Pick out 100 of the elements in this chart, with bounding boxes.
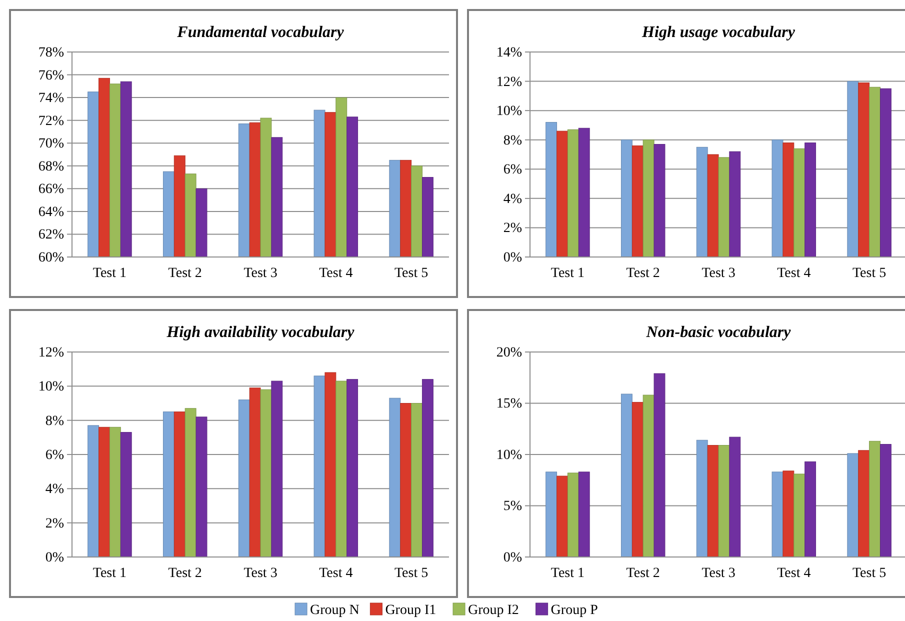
bar <box>620 394 632 558</box>
bar <box>88 425 100 558</box>
y-tick-label: 20% <box>496 345 522 360</box>
y-tick-label: 0% <box>503 550 522 566</box>
chart-title: High availability vocabulary <box>166 324 356 341</box>
y-tick-label: 12% <box>496 74 522 90</box>
x-tick-label: Test 1 <box>92 566 127 581</box>
legend-label: Group I1 <box>385 603 436 618</box>
bar <box>869 86 880 258</box>
bar <box>411 403 422 558</box>
y-tick-label: 74% <box>38 91 64 106</box>
bar <box>707 445 719 558</box>
bar <box>880 88 892 258</box>
bar <box>782 142 794 258</box>
bar <box>880 444 892 558</box>
bar <box>324 372 336 558</box>
bar <box>729 436 741 558</box>
x-tick-label: Test 3 <box>244 266 278 281</box>
bar <box>858 82 870 258</box>
y-tick-label: 2% <box>45 516 64 532</box>
y-tick-label: 78% <box>38 45 64 60</box>
bar <box>578 128 590 258</box>
bar <box>196 416 208 558</box>
legend-label: Group I2 <box>468 603 519 618</box>
bar <box>696 440 708 558</box>
bar <box>546 122 558 258</box>
y-tick-label: 0% <box>503 250 522 266</box>
y-tick-label: 8% <box>45 414 64 429</box>
bar <box>556 130 568 258</box>
chart-title: High usage vocabulary <box>641 24 796 41</box>
y-tick-label: 2% <box>503 221 522 236</box>
y-tick-label: 0% <box>45 550 64 566</box>
bar <box>109 426 121 558</box>
x-tick-label: Test 2 <box>168 566 202 581</box>
bar <box>271 380 283 558</box>
x-tick-label: Test 4 <box>319 566 353 581</box>
y-tick-label: 72% <box>38 114 64 129</box>
y-tick-label: 12% <box>38 345 64 360</box>
bar <box>782 470 794 558</box>
bar <box>162 412 174 558</box>
y-tick-label: 64% <box>38 204 64 220</box>
y-tick-label: 6% <box>45 448 64 463</box>
bar <box>238 400 250 558</box>
bar <box>567 129 579 258</box>
y-tick-label: 4% <box>503 192 522 207</box>
y-tick-label: 70% <box>38 136 64 152</box>
y-tick-label: 6% <box>503 162 522 178</box>
bar <box>654 373 666 558</box>
bar <box>729 151 741 258</box>
bar <box>858 450 870 558</box>
bar <box>346 379 358 558</box>
bar <box>804 461 816 558</box>
bar <box>120 432 132 558</box>
y-tick-label: 66% <box>38 182 64 198</box>
chart-title: Fundamental vocabulary <box>176 24 345 41</box>
bar <box>556 476 568 558</box>
x-tick-label: Test 5 <box>852 566 886 581</box>
bar <box>847 81 859 258</box>
bar <box>718 445 730 558</box>
bar <box>422 379 434 558</box>
bar <box>707 154 719 258</box>
x-tick-label: Test 5 <box>394 266 428 281</box>
bar <box>869 440 880 558</box>
y-tick-label: 68% <box>38 159 64 174</box>
x-tick-label: Test 2 <box>626 566 660 581</box>
y-tick-label: 76% <box>38 68 64 84</box>
y-tick-label: 10% <box>38 380 64 395</box>
bar <box>696 146 708 258</box>
bar <box>98 426 110 558</box>
bar <box>546 472 558 558</box>
bar <box>654 144 666 258</box>
bar <box>642 140 654 258</box>
y-tick-label: 8% <box>503 133 522 148</box>
x-tick-label: Test 4 <box>777 266 811 281</box>
x-tick-label: Test 1 <box>550 566 585 581</box>
bar <box>578 472 590 558</box>
x-tick-label: Test 3 <box>702 266 736 281</box>
bar <box>772 140 784 258</box>
bar <box>794 148 806 258</box>
x-tick-label: Test 5 <box>394 566 428 581</box>
bar <box>314 376 326 558</box>
bar <box>336 380 348 558</box>
bar <box>389 398 401 558</box>
y-tick-label: 15% <box>496 396 522 412</box>
x-tick-label: Test 2 <box>626 266 660 281</box>
bar <box>567 472 579 558</box>
bar <box>620 140 632 258</box>
x-tick-label: Test 4 <box>319 266 353 281</box>
x-tick-label: Test 1 <box>92 266 127 281</box>
bar <box>642 394 654 558</box>
bar <box>632 145 644 258</box>
chart-title: Non-basic vocabulary <box>645 324 792 341</box>
bar <box>794 474 806 558</box>
y-tick-label: 10% <box>496 104 522 120</box>
y-tick-label: 10% <box>496 448 522 463</box>
x-tick-label: Test 3 <box>244 566 278 581</box>
bar <box>400 403 412 558</box>
x-tick-label: Test 4 <box>777 566 811 581</box>
bar <box>249 388 261 558</box>
bar <box>772 472 784 558</box>
